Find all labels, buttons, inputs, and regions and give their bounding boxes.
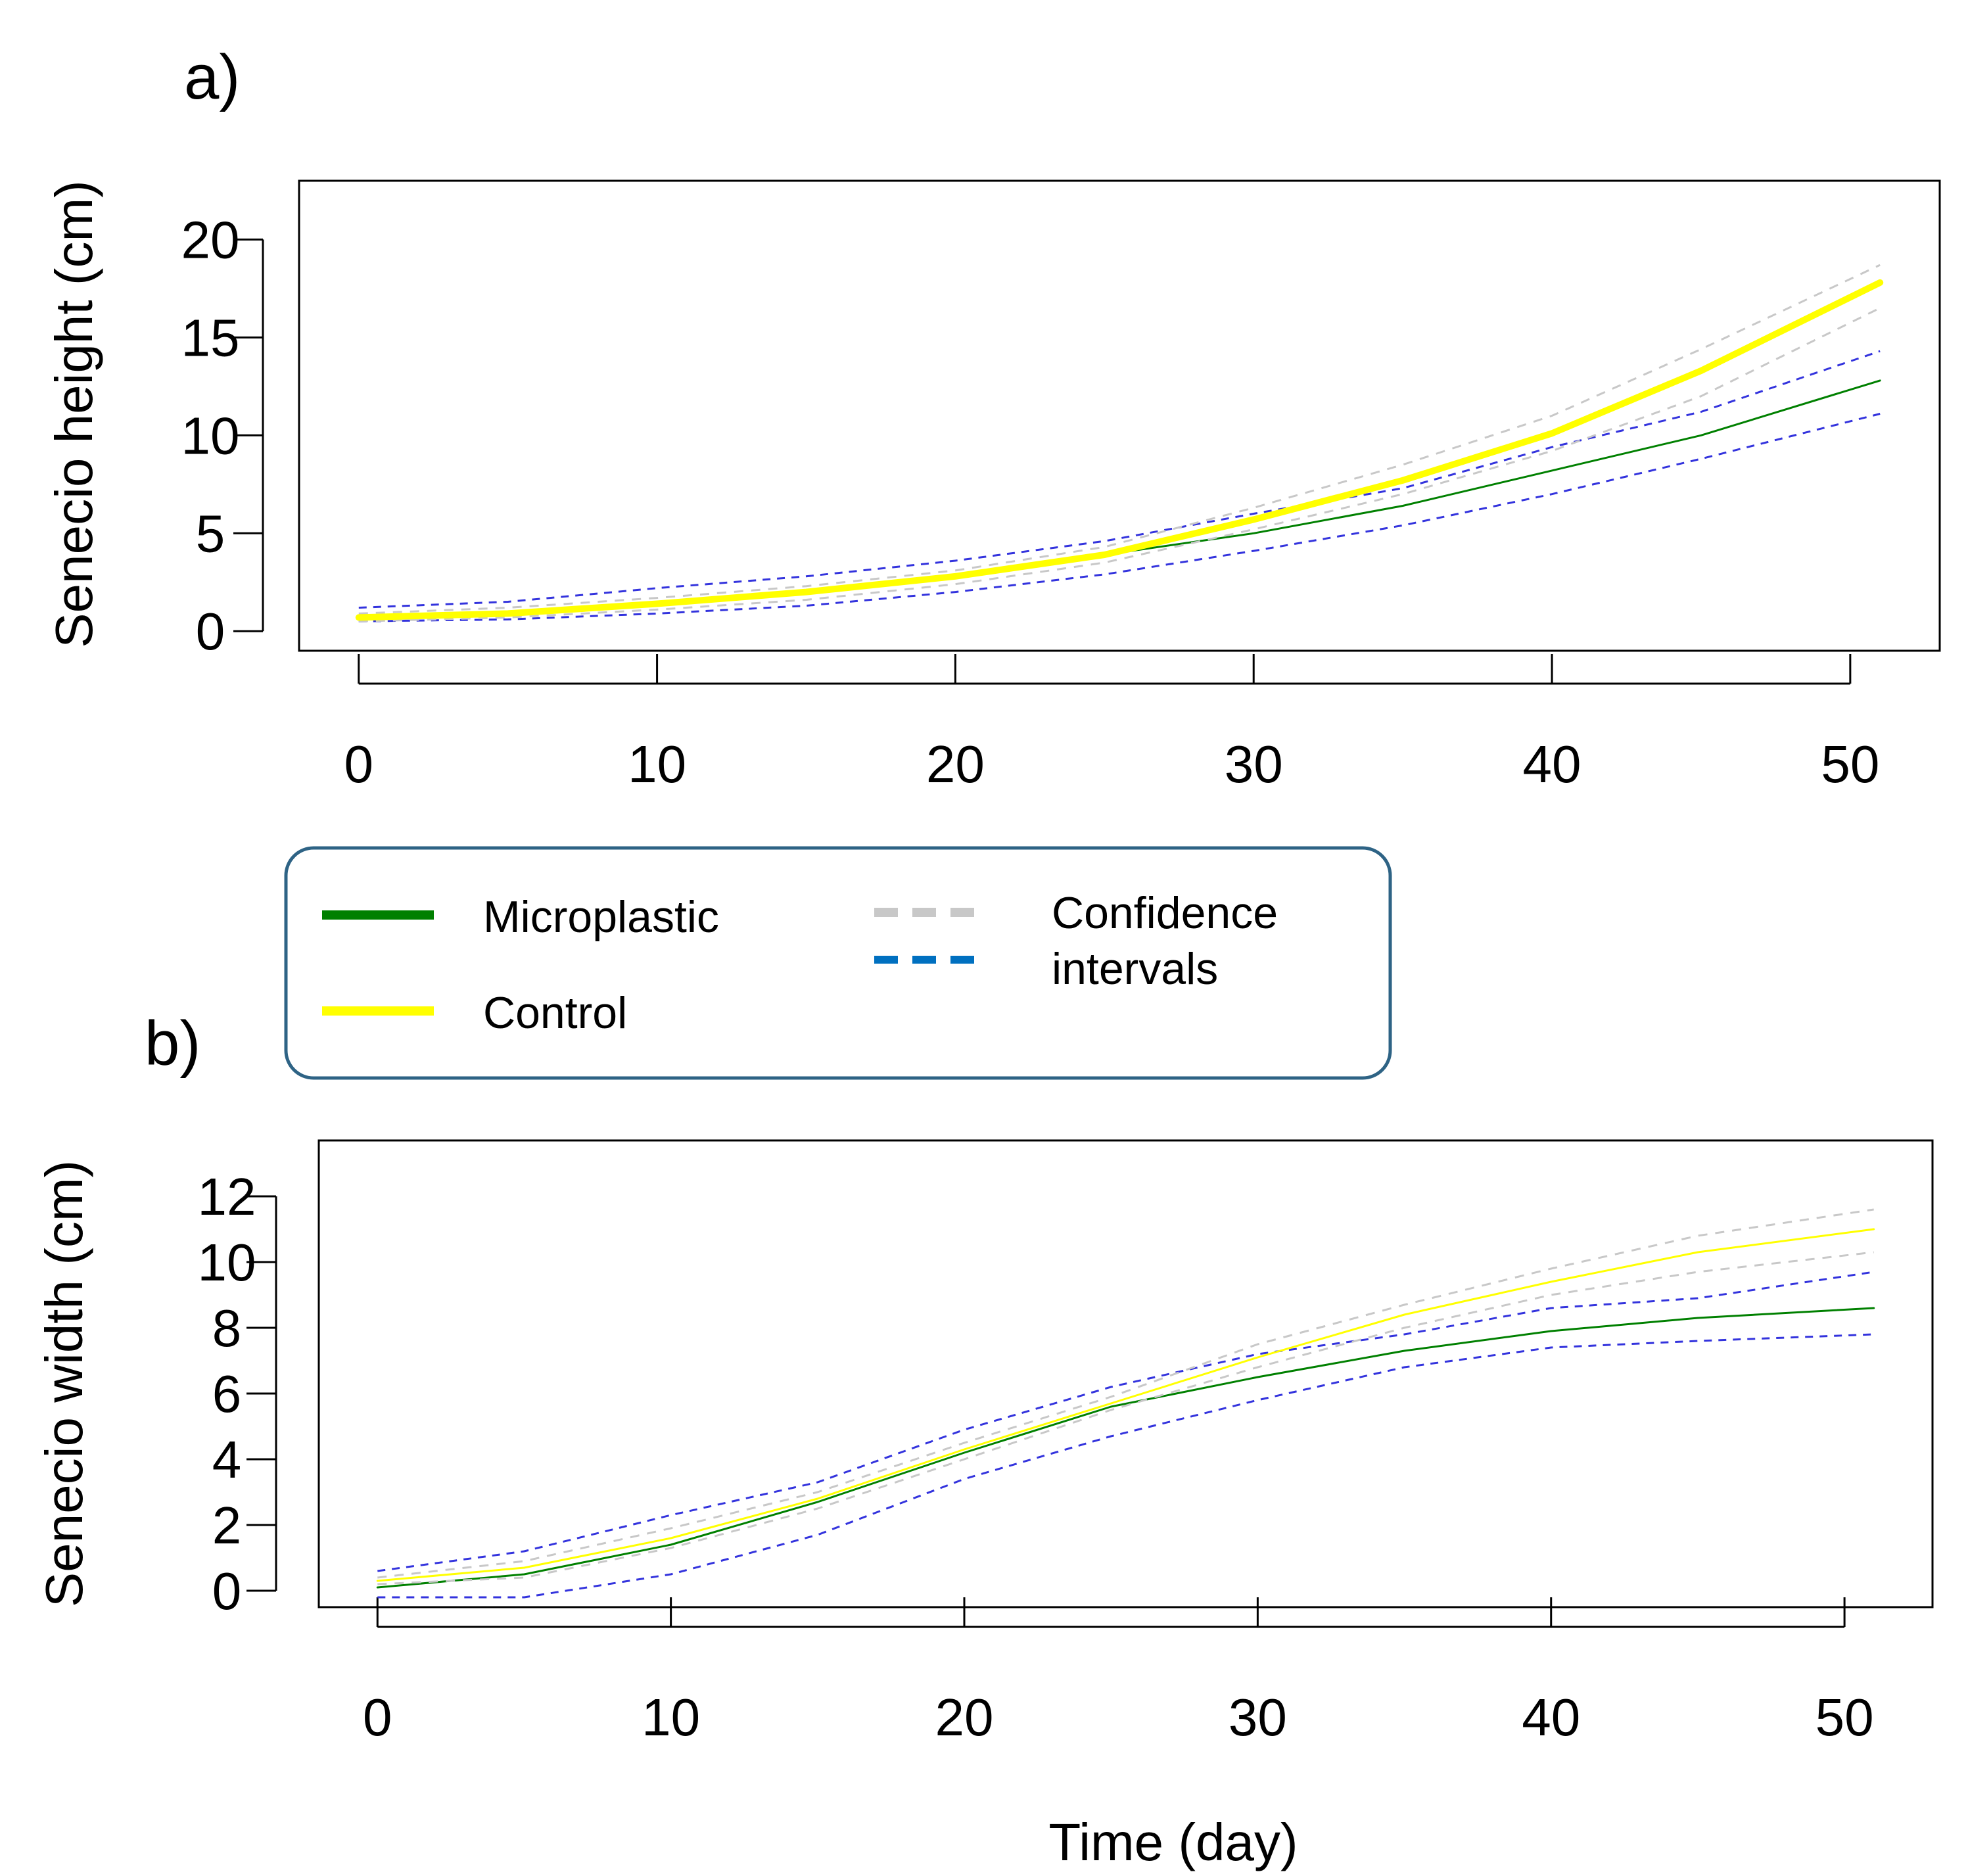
series-line-control xyxy=(376,1228,1875,1582)
panel-b-label: b) xyxy=(145,1008,200,1079)
x-tick-label: 30 xyxy=(1225,735,1283,793)
series-line-control xyxy=(355,279,1884,621)
panel-a-series xyxy=(355,264,1884,622)
series-line-microplastic xyxy=(376,1307,1875,1589)
x-tick-label: 40 xyxy=(1522,1688,1580,1747)
y-tick-label: 0 xyxy=(196,602,225,661)
series-line-microplastic-upper-ci xyxy=(358,350,1881,609)
x-tick-label: 30 xyxy=(1229,1688,1287,1747)
panel-b: b) 0 2 4 6 8 10 12 0 10 20 30 40 50 Senecio width (… xyxy=(35,1008,1934,1747)
series-line-microplastic-upper-ci xyxy=(377,1271,1874,1572)
x-tick-label: 20 xyxy=(935,1688,994,1747)
x-tick-label: 20 xyxy=(926,735,985,793)
y-tick-label: 8 xyxy=(212,1299,242,1357)
legend: Microplastic Control Confidence interval… xyxy=(284,846,1392,1080)
y-tick-label: 5 xyxy=(196,504,225,563)
series-line-control-lower-ci xyxy=(377,1251,1874,1585)
legend-ci-label-line2: intervals xyxy=(1052,944,1218,994)
panel-b-plot-frame xyxy=(317,1139,1934,1608)
panel-a-x-axis: 0 10 20 30 40 50 xyxy=(344,654,1879,793)
series-line-control-upper-ci xyxy=(358,264,1881,615)
y-tick-label: 4 xyxy=(212,1430,242,1489)
x-tick-label: 50 xyxy=(1816,1688,1874,1747)
legend-microplastic-label: Microplastic xyxy=(483,892,719,942)
x-tick-label: 0 xyxy=(363,1688,392,1747)
x-tick-label: 50 xyxy=(1821,735,1879,793)
x-tick-label: 0 xyxy=(344,735,374,793)
y-tick-label: 20 xyxy=(181,210,240,269)
y-tick-label: 12 xyxy=(198,1167,256,1226)
x-tick-label: 10 xyxy=(642,1688,700,1747)
series-line-microplastic-lower-ci xyxy=(358,413,1881,622)
x-tick-label: 40 xyxy=(1523,735,1581,793)
y-tick-label: 2 xyxy=(212,1496,242,1555)
y-tick-label: 0 xyxy=(212,1562,242,1620)
legend-box xyxy=(284,846,1392,1080)
panel-a: a) 0 5 10 15 20 0 10 20 30 40 50 Senecio height (… xyxy=(45,42,1941,793)
x-tick-label: 10 xyxy=(628,735,686,793)
y-tick-label: 15 xyxy=(181,308,240,367)
series-line-microplastic-lower-ci xyxy=(377,1333,1874,1599)
panel-b-x-axis: 0 10 20 30 40 50 xyxy=(363,1597,1874,1747)
series-line-control-upper-ci xyxy=(377,1208,1874,1579)
panel-a-plot-frame xyxy=(298,179,1941,652)
x-axis-label: Time (day) xyxy=(1048,1813,1298,1871)
legend-control-label: Control xyxy=(483,988,627,1038)
panel-b-y-axis-label: Senecio width (cm) xyxy=(35,1160,93,1607)
panel-b-series xyxy=(376,1208,1875,1599)
y-tick-label: 6 xyxy=(212,1365,242,1423)
panel-a-y-axis: 0 5 10 15 20 xyxy=(181,210,264,661)
y-tick-label: 10 xyxy=(181,406,240,465)
panel-a-y-axis-label: Senecio height (cm) xyxy=(45,180,103,647)
panel-a-label: a) xyxy=(184,42,240,112)
legend-ci-label-line1: Confidence xyxy=(1052,888,1278,938)
y-tick-label: 10 xyxy=(198,1233,256,1292)
panel-b-y-axis: 0 2 4 6 8 10 12 xyxy=(198,1167,277,1620)
